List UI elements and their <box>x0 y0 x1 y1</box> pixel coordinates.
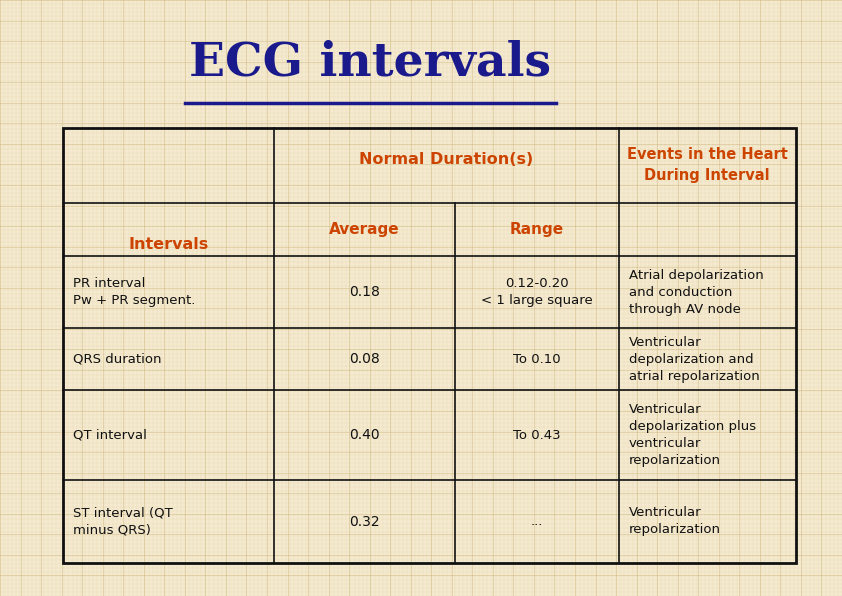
Text: Normal Duration(s): Normal Duration(s) <box>360 152 533 167</box>
Text: ST interval (QT
minus QRS): ST interval (QT minus QRS) <box>73 507 173 536</box>
Text: 0.08: 0.08 <box>349 352 380 366</box>
Text: 0.18: 0.18 <box>349 285 380 299</box>
Text: 0.12-0.20
< 1 large square: 0.12-0.20 < 1 large square <box>481 277 593 307</box>
Text: To 0.43: To 0.43 <box>513 429 561 442</box>
Text: Events in the Heart
During Interval: Events in the Heart During Interval <box>626 147 788 184</box>
Text: ...: ... <box>530 515 543 528</box>
Text: Range: Range <box>509 222 564 237</box>
Text: Intervals: Intervals <box>128 237 209 252</box>
Text: Ventricular
repolarization: Ventricular repolarization <box>629 507 721 536</box>
Text: ECG intervals: ECG intervals <box>189 39 552 86</box>
Text: QT interval: QT interval <box>73 429 147 442</box>
Text: PR interval
Pw + PR segment.: PR interval Pw + PR segment. <box>73 277 195 307</box>
Text: Ventricular
depolarization plus
ventricular
repolarization: Ventricular depolarization plus ventricu… <box>629 403 756 467</box>
Text: 0.32: 0.32 <box>349 514 380 529</box>
Text: Ventricular
depolarization and
atrial repolarization: Ventricular depolarization and atrial re… <box>629 336 759 383</box>
Text: QRS duration: QRS duration <box>73 353 162 365</box>
Bar <box>63 128 796 563</box>
Text: 0.40: 0.40 <box>349 428 380 442</box>
Text: Atrial depolarization
and conduction
through AV node: Atrial depolarization and conduction thr… <box>629 269 764 315</box>
Text: Average: Average <box>329 222 399 237</box>
Text: To 0.10: To 0.10 <box>513 353 561 365</box>
